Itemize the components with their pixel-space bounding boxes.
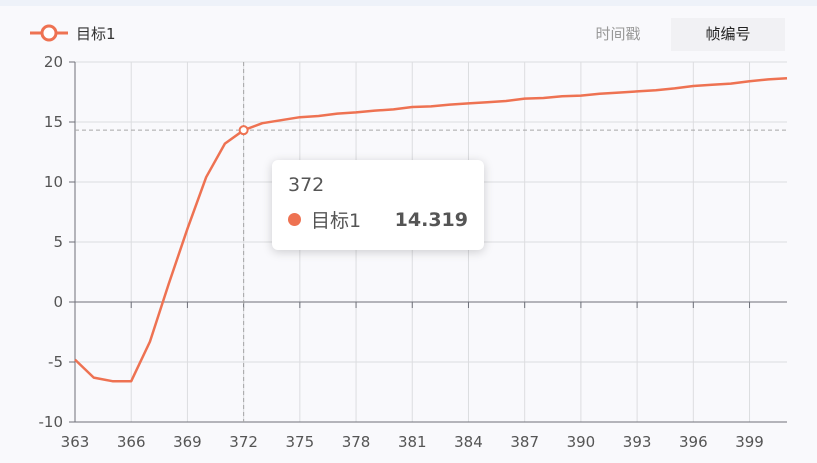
frame-number-mode-button[interactable]: 帧编号 — [671, 18, 785, 51]
y-tick-label: 20 — [44, 53, 63, 71]
x-tick-label: 372 — [229, 433, 258, 451]
tooltip-series-dot-icon — [288, 213, 301, 226]
mode-toggle[interactable]: 时间戳 帧编号 — [565, 18, 785, 51]
legend-label: 目标1 — [76, 24, 116, 43]
y-tick-label: 0 — [53, 293, 63, 311]
tooltip-title: 372 — [288, 174, 325, 196]
tooltip-series-name: 目标1 — [311, 210, 362, 232]
x-tick-label: 384 — [454, 433, 483, 451]
tick-labels: -10 -5 0 5 10 15 20 363 366 369 372 375 378 381 384 387… — [39, 53, 764, 451]
tooltip-value: 14.319 — [394, 208, 468, 231]
x-tick-label: 393 — [623, 433, 652, 451]
y-tick-label: 15 — [44, 113, 63, 131]
x-tick-label: 366 — [117, 433, 146, 451]
series — [74, 76, 788, 383]
x-tick-label: 387 — [510, 433, 539, 451]
x-tick-label: 369 — [173, 433, 202, 451]
x-tick-label: 390 — [567, 433, 596, 451]
legend-line-circle-icon — [30, 24, 68, 42]
x-tick-label: 363 — [61, 433, 90, 451]
x-tick-label: 399 — [735, 433, 764, 451]
top-band — [0, 0, 817, 6]
x-tick-label: 381 — [398, 433, 427, 451]
y-tick-label: 5 — [53, 233, 63, 251]
y-tick-label: -5 — [48, 353, 63, 371]
highlight-point — [238, 125, 249, 136]
series-line-target1 — [74, 76, 788, 383]
x-tick-label: 396 — [679, 433, 708, 451]
y-tick-label: -10 — [39, 413, 64, 431]
tooltip: 372 目标1 14.319 — [272, 160, 484, 250]
x-tick-label: 378 — [342, 433, 371, 451]
timestamp-mode-button[interactable]: 时间戳 — [595, 25, 641, 43]
tooltip-row: 目标1 14.319 — [288, 206, 468, 233]
legend[interactable]: 目标1 — [30, 20, 116, 46]
y-tick-label: 10 — [44, 173, 63, 191]
x-tick-label: 375 — [286, 433, 315, 451]
axes — [69, 61, 787, 423]
